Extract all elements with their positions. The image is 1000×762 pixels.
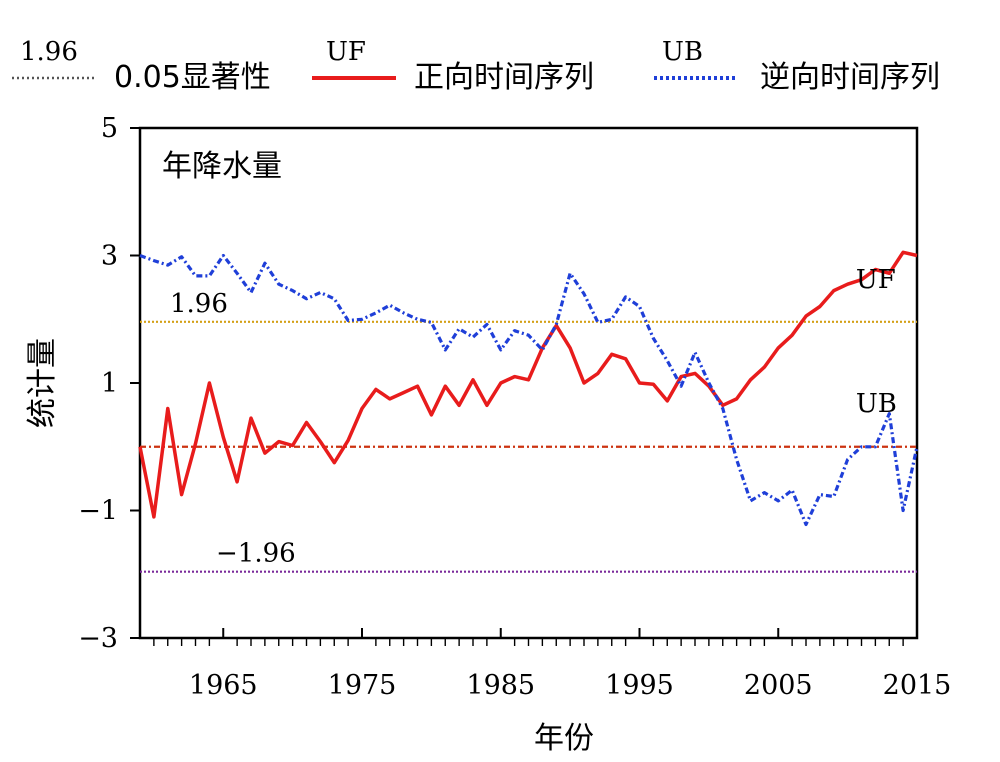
annotation-uf: UF [856, 265, 896, 295]
x-tick-label-1975: 1975 [328, 670, 397, 701]
ticks-layer: 1965 1975 1985 1995 2005 2015 −3 −1 1 3 5 [78, 113, 951, 701]
series-layer [138, 250, 919, 527]
legend-ub-top-label: UB [662, 37, 703, 67]
reference-lines: 1.96 −1.96 [140, 289, 917, 573]
series-line-uf [138, 250, 918, 519]
annotations: UF UB [856, 265, 897, 419]
x-tick-label-1995: 1995 [605, 670, 674, 701]
legend-sig-label: 0.05显著性 [114, 60, 271, 95]
x-tick-label-2005: 2005 [744, 670, 813, 701]
legend-ub-label: 逆向时间序列 [760, 60, 940, 95]
legend: 1.96 0.05显著性 UF 正向时间序列 UB 逆向时间序列 [12, 37, 940, 95]
y-tick-label-1: 1 [101, 368, 118, 399]
x-tick-label-1985: 1985 [466, 670, 535, 701]
legend-uf-label: 正向时间序列 [414, 60, 594, 95]
legend-item-ub: UB 逆向时间序列 [654, 37, 940, 95]
y-tick-label--1: −1 [78, 496, 118, 527]
legend-uf-top-label: UF [326, 37, 366, 67]
y-tick-label-3: 3 [101, 241, 118, 272]
y-tick-label--3: −3 [78, 623, 118, 654]
series-line-ub [139, 253, 919, 527]
chart-title: 年降水量 [162, 149, 282, 184]
reference-label-2: −1.96 [216, 539, 296, 569]
reference-label-0: 1.96 [170, 289, 228, 319]
y-axis-label: 统计量 [25, 338, 60, 428]
annotation-ub: UB [856, 389, 897, 419]
y-tick-label-5: 5 [101, 113, 118, 144]
x-tick-label-1965: 1965 [189, 670, 258, 701]
x-axis-label: 年份 [534, 721, 594, 756]
legend-item-uf: UF 正向时间序列 [312, 37, 594, 95]
legend-item-sig: 1.96 0.05显著性 [12, 37, 271, 95]
legend-sig-top-label: 1.96 [20, 37, 78, 67]
x-tick-label-2015: 2015 [883, 670, 952, 701]
